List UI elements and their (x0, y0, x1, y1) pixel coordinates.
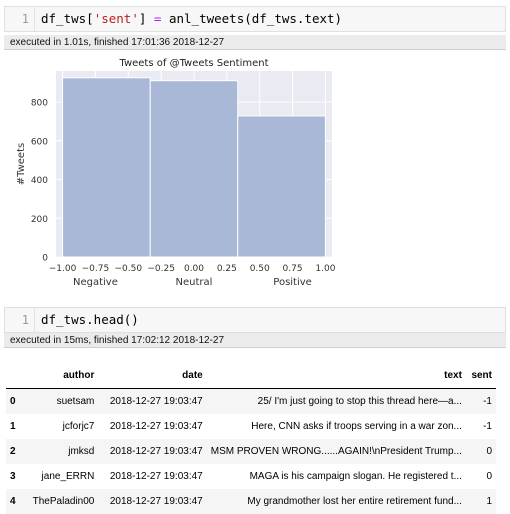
cell-text: MSM PROVEN WRONG......AGAIN!\nPresident … (210, 446, 462, 457)
category-label: Positive (273, 277, 312, 288)
cell-text: MAGA is his campaign slogan. He register… (249, 471, 462, 482)
row-index: 1 (10, 421, 16, 432)
cell-date: 2018-12-27 19:03:47 (109, 471, 203, 482)
y-axis-label: #Tweets (16, 143, 27, 185)
table-header-row: author date text sent (6, 363, 496, 389)
cell-sent: -1 (483, 396, 492, 407)
row-index: 2 (10, 446, 16, 457)
cell-author: suetsam (56, 396, 95, 407)
cell-text: Here, CNN asks if troops serving in a wa… (251, 421, 462, 432)
table-row: 1 jcforjc7 2018-12-27 19:03:47 Here, CNN… (6, 414, 496, 439)
category-label: Neutral (176, 277, 213, 288)
histogram-bar (237, 115, 326, 258)
code-line[interactable]: df_tws['sent'] = anl_tweets(df_tws.text) (41, 7, 342, 31)
cell-sent: 0 (486, 471, 492, 482)
cell-author: ThePaladin00 (32, 496, 95, 507)
histogram-bar (62, 77, 151, 258)
y-tick-label: 800 (31, 99, 48, 109)
code-cell-1[interactable]: 1 df_tws['sent'] = anl_tweets(df_tws.tex… (4, 6, 506, 32)
line-number: 1 (5, 308, 35, 332)
row-index: 3 (10, 471, 16, 482)
y-tick-label: 400 (31, 176, 48, 186)
x-tick-label: 1.00 (315, 264, 335, 274)
cell-sent: -1 (483, 421, 492, 432)
column-header-author: author (63, 370, 95, 381)
cell-author: jmksd (68, 446, 95, 457)
code-token: ] (138, 11, 154, 26)
category-label: Negative (73, 277, 118, 288)
table-row: 3 jane_ERRN 2018-12-27 19:03:47 MAGA is … (6, 464, 496, 489)
cell-date: 2018-12-27 19:03:47 (109, 421, 203, 432)
cell-text: 25/ I'm just going to stop this thread h… (257, 396, 462, 407)
column-header-date: date (182, 370, 203, 381)
y-tick-label: 200 (31, 215, 48, 225)
dataframe-table: author date text sent 0 suetsam 2018-12-… (6, 363, 496, 514)
execution-info: executed in 15ms, finished 17:02:12 2018… (4, 333, 506, 348)
code-token-string: 'sent' (93, 11, 139, 26)
x-tick-label: 0.25 (217, 264, 237, 274)
cell-sent: 1 (486, 496, 492, 507)
histogram-bar (149, 80, 239, 258)
x-tick-label: 0.00 (184, 264, 204, 274)
x-tick-label: −1.00 (49, 264, 77, 274)
cell-date: 2018-12-27 19:03:47 (109, 446, 203, 457)
x-tick-label: −0.50 (114, 264, 142, 274)
column-header-text: text (444, 370, 462, 381)
row-index: 0 (10, 396, 16, 407)
column-header-sent: sent (471, 370, 492, 381)
y-tick-label: 0 (42, 254, 48, 264)
table-row: 2 jmksd 2018-12-27 19:03:47 MSM PROVEN W… (6, 439, 496, 464)
code-line[interactable]: df_tws.head() (41, 312, 139, 327)
sentiment-histogram: 0 200 400 600 800 −1.00 −0.75 −0.50 −0.25 0.00 0.2… (16, 58, 336, 288)
code-cell-2[interactable]: 1 df_tws.head() (4, 307, 506, 333)
cell-date: 2018-12-27 19:03:47 (109, 496, 203, 507)
x-tick-label: 0.75 (283, 264, 303, 274)
table-row: 0 suetsam 2018-12-27 19:03:47 25/ I'm ju… (6, 388, 496, 414)
x-tick-label: −0.25 (147, 264, 175, 274)
code-token: anl_tweets(df_tws.text) (161, 11, 343, 26)
execution-info: executed in 1.01s, finished 17:01:36 201… (4, 35, 506, 50)
row-index: 4 (10, 496, 16, 507)
y-tick-label: 600 (31, 137, 48, 147)
cell-date: 2018-12-27 19:03:47 (109, 396, 203, 407)
table-row: 4 ThePaladin00 2018-12-27 19:03:47 My gr… (6, 489, 496, 514)
x-tick-label: −0.75 (82, 264, 110, 274)
code-token-operator: = (153, 11, 162, 26)
x-tick-label: 0.50 (250, 264, 270, 274)
code-token: df_tws[ (41, 11, 94, 26)
line-number: 1 (5, 7, 35, 31)
index-header (6, 363, 27, 389)
cell-sent: 0 (486, 446, 492, 457)
chart-title: Tweets of @Tweets Sentiment (119, 58, 269, 69)
cell-text: My grandmother lost her entire retiremen… (247, 496, 462, 507)
cell-author: jane_ERRN (41, 471, 95, 482)
cell-author: jcforjc7 (62, 421, 95, 432)
